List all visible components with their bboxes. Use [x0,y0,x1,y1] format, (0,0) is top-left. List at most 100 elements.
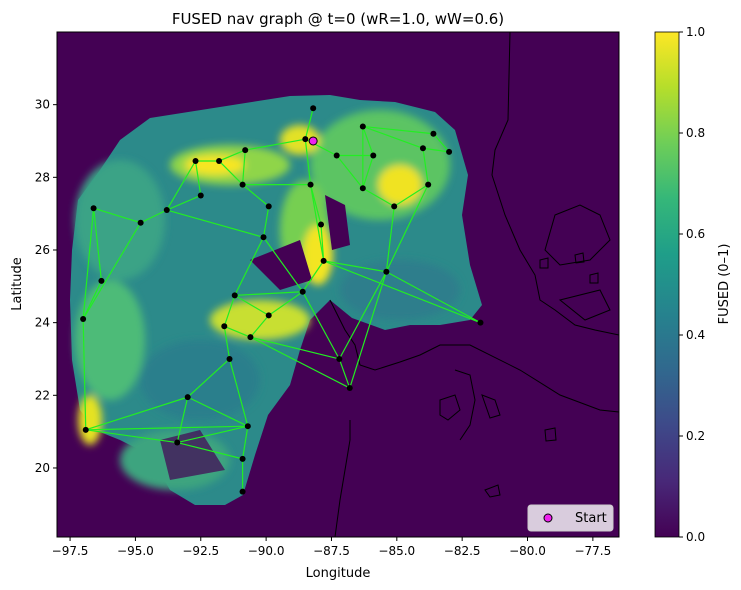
graph-node [307,181,314,188]
y-tick-label: 20 [35,461,50,475]
graph-edge [393,184,429,207]
graph-node [310,105,317,112]
graph-edge [82,319,87,430]
graph-edge [85,396,188,431]
legend-box [527,504,614,532]
coastline [329,32,619,537]
graph-edge [166,194,202,211]
graph-node [244,423,251,430]
graph-edge [166,160,197,211]
graph-node [137,219,144,226]
colorbar-ticks: 0.0 0.2 0.4 0.6 0.8 1.0 [679,25,705,544]
y-axis: 20 22 24 26 28 30 [35,98,57,475]
graph-node [346,385,353,392]
graph-edge [177,425,248,444]
graph-edge [234,237,265,296]
colorbar-label: FUSED (0–1) [717,244,732,325]
legend: Start [527,504,614,532]
legend-start-marker [543,513,553,523]
graph-node [226,355,233,362]
colorbar-tick-label: 0.8 [686,126,705,140]
x-tick-label: −85.0 [378,544,415,558]
heat-blob [78,395,102,445]
graph-node [82,426,89,433]
graph-edge [362,125,424,149]
graph-edge [302,260,325,293]
graph-node [359,185,366,192]
graph-edge [385,206,395,272]
graph-edge [234,291,303,296]
purple-gap [250,240,312,290]
graph-edge [362,187,395,207]
graph-edge [82,208,95,320]
heat-blob [303,225,333,285]
graph-node [192,157,199,164]
graph-node [184,394,191,401]
graph-edge [268,291,304,316]
graph-edge [336,155,364,189]
x-tick-label: −97.5 [52,544,89,558]
x-axis: −97.5 −95.0 −92.5 −90.0 −87.5 −85.0 −82.5 −80.0… [52,537,611,558]
graph-edge [245,138,306,151]
graph-node [197,192,204,199]
graph-edge [93,207,141,224]
graph-node [477,319,484,326]
graph-node [446,148,453,155]
graph-edge [386,271,481,324]
graph-edge [263,236,304,293]
colorbar-tick-label: 0.0 [686,530,705,544]
graph-edge [166,209,264,238]
graph-edge [422,148,429,185]
graph-edge [432,133,450,153]
graph-edge [323,260,481,324]
graph-edge [176,396,189,443]
x-tick-label: −95.0 [117,544,154,558]
graph-edge [177,441,243,460]
heat-blob [340,260,460,320]
graph-edge [228,358,249,427]
graph-edge [140,209,168,224]
legend-entry: Start [575,511,607,526]
graph-edge [304,108,314,140]
graph-edge [218,160,244,186]
graph-edge [250,336,351,389]
graph-node [242,147,249,154]
heat-blob [185,155,245,175]
chart-title: FUSED nav graph @ t=0 (wR=1.0, wW=0.6) [172,10,504,28]
graph-edge [262,206,270,238]
graph-edge [250,336,340,360]
x-tick-label: −77.5 [574,544,611,558]
graph-edge [92,208,103,281]
graph-node [239,455,246,462]
graph-edge [309,184,325,261]
graph-node [163,207,170,214]
graph-node [419,145,426,152]
graph-node [318,221,325,228]
plot-area [57,32,619,537]
graph-edge [320,224,325,261]
graph-edge [85,429,178,444]
colorbar-tick-label: 1.0 [686,25,705,39]
graph-edge [82,222,142,320]
graph-edge [187,396,249,427]
graph-edge [223,326,231,360]
x-tick-label: −87.5 [313,544,350,558]
graph-edges [82,108,481,492]
heat-blob [378,165,422,205]
y-tick-label: 26 [35,243,50,257]
heat-blob [210,300,310,340]
graph-edge [218,149,246,162]
graph-edge [82,280,102,320]
graph-edge [223,295,236,327]
y-tick-label: 24 [35,316,50,330]
graph-node [302,136,309,143]
y-tick-label: 22 [35,388,50,402]
colorbar-tick-label: 0.6 [686,227,705,241]
start-marker [308,136,318,146]
graph-node [239,181,246,188]
x-axis-label: Longitude [306,566,371,581]
graph-edge [194,160,202,196]
graph-edge [241,426,249,459]
x-tick-label: −80.0 [509,544,546,558]
